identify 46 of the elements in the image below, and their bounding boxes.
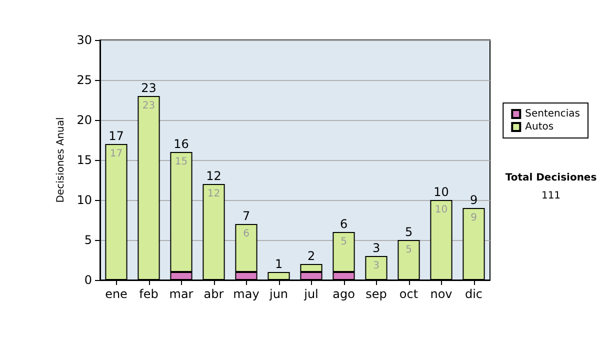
data-label: 5 [340, 236, 347, 248]
y-tick-label: 15 [76, 153, 92, 167]
y-axis-title: Decisiones Anual [55, 117, 66, 203]
total-label: 6 [340, 217, 348, 231]
legend-label: Sentencias [525, 108, 580, 120]
total-label: 10 [434, 185, 449, 199]
total-label: 2 [307, 249, 316, 263]
y-tick-label: 20 [76, 113, 92, 127]
x-tick-label: ago [332, 287, 355, 301]
data-label: 5 [406, 244, 412, 256]
y-tick-label: 10 [76, 193, 92, 207]
data-label: 12 [207, 188, 220, 200]
y-tick-label: 30 [76, 33, 92, 47]
x-tick-label: feb [139, 287, 158, 301]
data-label: 15 [174, 156, 188, 168]
data-label: 17 [110, 148, 123, 160]
x-tick-label: dic [464, 287, 483, 301]
legend-label: Autos [525, 122, 554, 132]
total-label: 1 [274, 257, 283, 271]
x-tick-label: oct [399, 287, 418, 301]
total-label: 3 [372, 241, 380, 255]
total-label: 12 [206, 169, 222, 183]
y-tick-label: 5 [84, 233, 92, 247]
data-label: 10 [434, 204, 448, 216]
total-label: 5 [404, 225, 413, 239]
data-label: 9 [470, 212, 477, 224]
x-tick-label: mar [169, 287, 194, 301]
x-tick-label: jun [268, 287, 288, 301]
x-tick-label: jul [303, 287, 318, 301]
total-label: 17 [108, 129, 124, 143]
x-tick-label: abr [204, 287, 224, 301]
data-label: 23 [142, 100, 156, 112]
total-label: 23 [141, 81, 156, 95]
data-label: 6 [243, 228, 250, 240]
x-tick-label: sep [366, 287, 387, 301]
x-tick-label: nov [430, 287, 452, 301]
text: Total Decisiones [505, 172, 597, 184]
x-tick-label: ene [105, 287, 128, 301]
total-label: 9 [470, 193, 478, 207]
data-label: 3 [373, 260, 380, 272]
total-label: 7 [242, 209, 250, 223]
x-tick-label: may [233, 287, 260, 301]
text: 111 [541, 190, 561, 202]
total-label: 16 [174, 137, 189, 151]
y-tick-label: 25 [76, 73, 92, 87]
y-tick-label: 0 [84, 273, 92, 287]
